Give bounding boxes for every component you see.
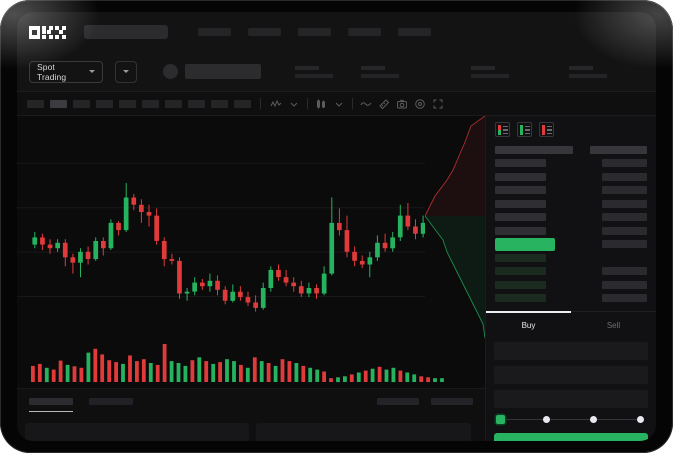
order-total-field[interactable] bbox=[494, 390, 648, 408]
market-subheader: Spot Trading bbox=[17, 52, 656, 92]
nav-item-4[interactable] bbox=[348, 28, 381, 36]
chevron-down-icon bbox=[123, 70, 129, 73]
slider-node-2[interactable] bbox=[543, 416, 550, 423]
timeframe-button-8[interactable] bbox=[188, 99, 205, 108]
bottom-tabs bbox=[17, 389, 485, 412]
nav-item-3[interactable] bbox=[298, 28, 331, 36]
chevron-down-icon[interactable] bbox=[288, 98, 300, 110]
orderbook-layout-toggles bbox=[486, 116, 656, 140]
app-screen: Spot Trading bbox=[17, 12, 656, 441]
slider-handle[interactable] bbox=[496, 415, 505, 424]
market-stat-2 bbox=[361, 65, 399, 78]
order-price-field[interactable] bbox=[494, 342, 648, 360]
slider-node-3[interactable] bbox=[590, 416, 597, 423]
orderbook-price-header bbox=[495, 145, 573, 154]
timeframe-button-10[interactable] bbox=[234, 99, 251, 108]
settings-gear-icon[interactable] bbox=[414, 98, 426, 110]
market-depth-overlay bbox=[425, 116, 485, 338]
orderbook-split-icon[interactable] bbox=[495, 122, 510, 137]
orderbook-bids-icon[interactable] bbox=[517, 122, 532, 137]
toolbar-divider bbox=[307, 98, 308, 109]
orderbook-ask-row[interactable] bbox=[495, 224, 647, 238]
line-chart-icon[interactable] bbox=[360, 98, 372, 110]
tab-buy[interactable]: Buy bbox=[486, 311, 571, 338]
amount-percent-slider[interactable] bbox=[496, 414, 646, 426]
nav-items bbox=[198, 28, 431, 36]
bottom-panels bbox=[17, 405, 485, 441]
orderbook-ask-row[interactable] bbox=[495, 157, 647, 171]
orderbook-bid-row[interactable] bbox=[495, 278, 647, 292]
indicators-icon[interactable] bbox=[270, 98, 282, 110]
order-amount-field[interactable] bbox=[494, 366, 648, 384]
bottom-right-tab-2[interactable] bbox=[431, 398, 473, 405]
trading-pair-select[interactable] bbox=[115, 60, 137, 83]
market-stat-1 bbox=[295, 65, 333, 78]
main-content: Buy Sell bbox=[17, 116, 656, 441]
timeframe-button-1[interactable] bbox=[27, 99, 44, 108]
ruler-icon[interactable] bbox=[378, 98, 390, 110]
chevron-down-icon[interactable] bbox=[333, 98, 345, 110]
nav-item-5[interactable] bbox=[398, 28, 431, 36]
timeframe-button-2[interactable] bbox=[50, 99, 67, 108]
last-price-value bbox=[185, 64, 261, 79]
orderbook-ask-row[interactable] bbox=[495, 170, 647, 184]
logo-glyph-x bbox=[55, 25, 66, 39]
chart-toolbar bbox=[17, 92, 656, 116]
candle-style-icon[interactable] bbox=[315, 98, 327, 110]
bottom-tab-1[interactable] bbox=[29, 398, 73, 412]
toolbar-divider bbox=[352, 98, 353, 109]
orderbook-trade-sidebar: Buy Sell bbox=[485, 116, 656, 441]
timeframe-button-7[interactable] bbox=[165, 99, 182, 108]
submit-order-button[interactable] bbox=[494, 433, 648, 441]
spot-trading-mode-select[interactable]: Spot Trading bbox=[29, 60, 103, 83]
orderbook-asks-icon[interactable] bbox=[539, 122, 554, 137]
orderbook-bid-row[interactable] bbox=[495, 292, 647, 306]
trade-side-tabs: Buy Sell bbox=[486, 311, 656, 338]
orderbook-bid-row[interactable] bbox=[495, 265, 647, 279]
logo-glyph-o bbox=[29, 25, 40, 39]
orderbook-amount-header bbox=[590, 145, 647, 154]
market-stat-4 bbox=[569, 65, 607, 78]
timeframe-button-5[interactable] bbox=[119, 99, 136, 108]
camera-icon[interactable] bbox=[396, 98, 408, 110]
chart-column bbox=[17, 116, 485, 441]
bottom-right-tab-1[interactable] bbox=[377, 398, 419, 405]
spot-trading-label: Spot Trading bbox=[37, 61, 67, 82]
slider-node-4[interactable] bbox=[637, 416, 644, 423]
bottom-tab-2[interactable] bbox=[89, 398, 133, 405]
nav-item-2[interactable] bbox=[248, 28, 281, 36]
market-stat-3 bbox=[471, 65, 509, 78]
volume-bar-chart[interactable] bbox=[17, 338, 485, 388]
orderbook-header-row bbox=[495, 143, 647, 157]
orderbook[interactable] bbox=[486, 140, 656, 305]
order-form bbox=[486, 338, 656, 408]
orderbook-ask-row[interactable] bbox=[495, 211, 647, 225]
bottom-right-tabs bbox=[377, 398, 473, 405]
timeframe-button-9[interactable] bbox=[211, 99, 228, 108]
tab-sell[interactable]: Sell bbox=[606, 321, 621, 330]
slider-track bbox=[499, 419, 643, 420]
chevron-down-icon bbox=[89, 70, 95, 73]
fullscreen-icon[interactable] bbox=[432, 98, 444, 110]
search-input[interactable] bbox=[84, 25, 168, 39]
orderbook-last-price-row bbox=[495, 237, 647, 252]
nav-item-1[interactable] bbox=[198, 28, 231, 36]
bottom-panel-right[interactable] bbox=[256, 423, 471, 441]
timeframe-button-4[interactable] bbox=[96, 99, 113, 108]
bottom-orders-panel bbox=[17, 388, 485, 441]
timeframe-button-6[interactable] bbox=[142, 99, 159, 108]
orderbook-bid-row[interactable] bbox=[495, 251, 647, 265]
price-candlestick-chart[interactable] bbox=[17, 116, 485, 331]
orderbook-ask-row[interactable] bbox=[495, 184, 647, 198]
bottom-panel-left[interactable] bbox=[25, 423, 249, 441]
coin-avatar bbox=[163, 64, 178, 79]
orderbook-ask-row[interactable] bbox=[495, 197, 647, 211]
logo-glyph-k bbox=[42, 25, 53, 39]
top-navigation-bar bbox=[17, 12, 656, 52]
okx-logo[interactable] bbox=[29, 25, 66, 39]
toolbar-divider bbox=[260, 98, 261, 109]
timeframe-button-3[interactable] bbox=[73, 99, 90, 108]
